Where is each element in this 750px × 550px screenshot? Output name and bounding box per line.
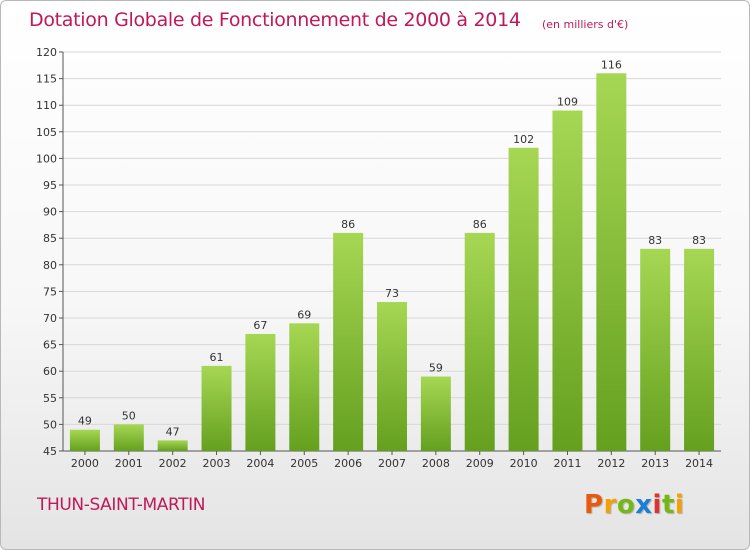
data-label: 83 [692,234,706,247]
chart-subtitle: (en milliers d'€) [542,18,629,31]
data-label: 109 [557,96,578,109]
data-label: 50 [122,409,136,422]
logo-letter: i [674,490,685,520]
proxiti-logo: Proxiti [584,490,684,520]
x-tick-label: 2002 [159,457,187,470]
data-label: 47 [166,425,180,438]
data-label: 83 [648,234,662,247]
bar [552,110,583,452]
y-tick-label: 75 [43,285,57,298]
data-label: 69 [297,308,311,321]
bar [464,232,495,451]
x-tick-label: 2009 [466,457,494,470]
bar [596,73,627,451]
x-tick-label: 2001 [115,457,143,470]
y-tick-label: 45 [43,445,57,458]
bar [157,440,188,451]
y-tick-label: 110 [36,99,57,112]
y-tick-label: 120 [36,46,57,59]
bar [201,365,232,451]
data-label: 102 [513,133,534,146]
x-tick-label: 2012 [597,457,625,470]
y-tick-label: 95 [43,179,57,192]
data-label: 59 [429,362,443,375]
x-tick-label: 2006 [334,457,362,470]
x-tick-label: 2003 [203,457,231,470]
y-tick-label: 65 [43,339,57,352]
logo-letter: x [635,490,653,520]
x-tick-label: 2007 [378,457,406,470]
x-tick-label: 2014 [685,457,713,470]
data-label: 61 [210,351,224,364]
commune-name: THUN-SAINT-MARTIN [37,495,206,515]
y-tick-label: 80 [43,259,57,272]
bar [508,147,539,451]
y-tick-label: 70 [43,312,57,325]
bar [289,323,320,451]
data-label: 86 [473,218,487,231]
y-tick-label: 50 [43,418,57,431]
bar [377,302,407,451]
logo-letter: r [603,490,617,520]
x-tick-label: 2013 [641,457,669,470]
bar [640,248,671,451]
x-tick-label: 2004 [246,457,274,470]
x-tick-label: 2010 [510,457,538,470]
bars [69,73,715,452]
labels: 49 2000 50 2001 47 2002 61 2003 67 2004 69 2005 86 20… [71,58,713,470]
logo-letter: P [584,490,604,520]
data-label: 86 [341,218,355,231]
logo-letter: i [652,490,662,520]
bar [69,429,100,451]
bar [245,333,276,451]
y-tick-label: 105 [36,126,57,139]
x-tick-label: 2005 [290,457,318,470]
bar [113,424,144,451]
y-tick-label: 55 [43,392,57,405]
y-tick-label: 90 [43,206,57,219]
x-tick-label: 2011 [553,457,581,470]
y-tick-label: 100 [36,152,57,165]
bar [333,232,364,451]
data-label: 116 [601,58,622,71]
bar [420,376,451,451]
chart-title: Dotation Globale de Fonctionnement de 20… [29,9,521,31]
y-tick-label: 60 [43,365,57,378]
logo-letter: o [616,490,636,520]
logo-letter: t [661,490,675,520]
data-label: 49 [78,415,92,428]
data-label: 67 [253,319,267,332]
y-tick-label: 85 [43,232,57,245]
x-tick-label: 2008 [422,457,450,470]
data-label: 73 [385,287,399,300]
y-tick-label: 115 [36,73,57,86]
x-tick-label: 2000 [71,457,99,470]
bar [684,248,715,451]
